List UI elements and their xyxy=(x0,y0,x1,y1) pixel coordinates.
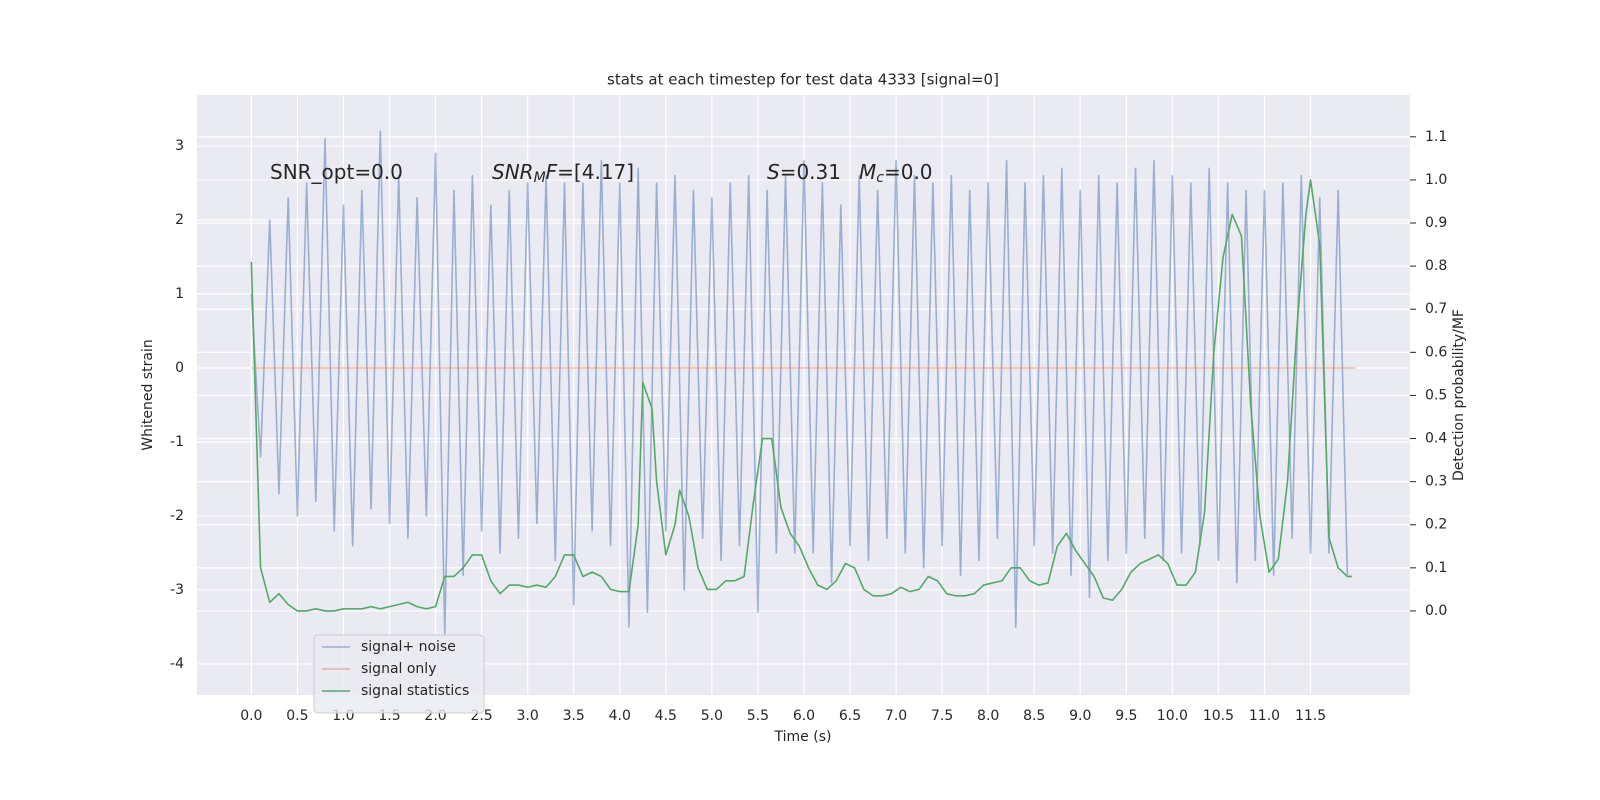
x-tick-label: 9.0 xyxy=(1069,708,1091,724)
annotation: Mc=0.0 xyxy=(859,160,933,187)
y-tick-label: 3 xyxy=(175,138,184,154)
y2-tick-label: 0.7 xyxy=(1425,301,1447,317)
annotation-part: M xyxy=(859,160,876,184)
chart-title: stats at each timestep for test data 433… xyxy=(607,71,999,89)
x-axis-label: Time (s) xyxy=(774,729,832,745)
y2-tick-label: 0.1 xyxy=(1425,560,1447,576)
y-tick-label: 0 xyxy=(175,360,184,376)
x-tick-label: 4.5 xyxy=(655,708,677,724)
y2-axis-label: Detection probability/MF xyxy=(1451,309,1467,481)
y2-tick-label: 1.1 xyxy=(1425,129,1447,145)
annotation-part: SNR_opt=0.0 xyxy=(270,160,403,184)
annotation-part: M xyxy=(534,170,546,186)
y2-tick-label: 0.3 xyxy=(1425,474,1447,490)
y2-tick-label: 1.0 xyxy=(1425,172,1447,188)
y2-tick-label: 0.5 xyxy=(1425,387,1447,403)
legend-label: signal only xyxy=(361,661,436,677)
annotation: S=0.31 xyxy=(767,160,841,184)
x-tick-label: 4.0 xyxy=(609,708,631,724)
y-tick-label: -3 xyxy=(170,582,184,598)
series-line xyxy=(250,179,1352,612)
x-tick-label: 8.0 xyxy=(977,708,999,724)
annotation: SNR_opt=0.0 xyxy=(270,160,403,184)
annotation-part: =[4.17] xyxy=(557,160,634,184)
y-tick-label: -2 xyxy=(170,508,184,524)
x-tick-label: 3.5 xyxy=(563,708,585,724)
y2-tick-label: 0.6 xyxy=(1425,344,1447,360)
x-tick-label: 8.5 xyxy=(1023,708,1045,724)
legend-label: signal+ noise xyxy=(361,639,456,655)
legend-box xyxy=(313,634,485,714)
y-tick-label: -4 xyxy=(170,656,184,672)
x-tick-label: 3.0 xyxy=(517,708,539,724)
y-tick-label: -1 xyxy=(170,434,184,450)
x-tick-label: 6.0 xyxy=(793,708,815,724)
x-tick-label: 9.5 xyxy=(1115,708,1137,724)
x-tick-label: 11.5 xyxy=(1295,708,1326,724)
annotation-part: SNR xyxy=(492,160,534,184)
x-tick-label: 10.0 xyxy=(1157,708,1188,724)
annotation: SNRMF=[4.17] xyxy=(492,160,634,187)
legend-label: signal statistics xyxy=(361,683,469,699)
y-axis-label: Whitened strain xyxy=(140,339,156,450)
x-tick-label: 6.5 xyxy=(839,708,861,724)
x-tick-label: 7.0 xyxy=(885,708,907,724)
series-line xyxy=(250,130,1349,636)
x-tick-label: 0.5 xyxy=(286,708,308,724)
annotation-part: =0.0 xyxy=(884,160,933,184)
y2-tick-label: 0.0 xyxy=(1425,603,1447,619)
y2-tick-label: 0.8 xyxy=(1425,258,1447,274)
y2-tick-label: 0.9 xyxy=(1425,215,1447,231)
y-tick-label: 2 xyxy=(175,212,184,228)
annotation-part: F xyxy=(546,160,558,184)
y2-tick-label: 0.4 xyxy=(1425,431,1447,447)
annotation-part: S xyxy=(767,160,780,184)
x-tick-label: 11.0 xyxy=(1249,708,1280,724)
annotation-part: c xyxy=(876,170,884,186)
annotation-part: =0.31 xyxy=(780,160,841,184)
x-tick-label: 10.5 xyxy=(1203,708,1234,724)
y-tick-label: 1 xyxy=(175,286,184,302)
x-tick-label: 5.0 xyxy=(701,708,723,724)
x-tick-label: 0.0 xyxy=(240,708,262,724)
x-tick-label: 5.5 xyxy=(747,708,769,724)
x-tick-label: 7.5 xyxy=(931,708,953,724)
y2-tick-label: 0.2 xyxy=(1425,517,1447,533)
